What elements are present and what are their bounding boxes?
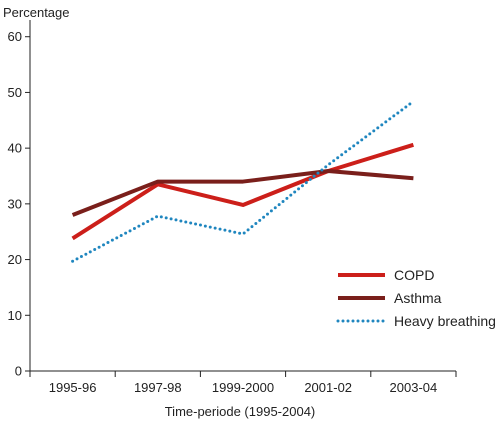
y-tick-label: 10	[8, 308, 22, 323]
series-lines	[71, 99, 415, 263]
x-tick-label: 1997-98	[134, 380, 182, 395]
legend-label-heavy-breathing: Heavy breathing	[394, 313, 496, 329]
x-tick-label: 2003-04	[390, 380, 438, 395]
x-axis-ticks: 1995-96 1997-98 1999-2000 2001-02 2003-04	[29, 371, 457, 395]
legend-label-asthma: Asthma	[394, 290, 442, 306]
y-tick-label: 0	[15, 364, 22, 379]
y-tick-label: 30	[8, 196, 22, 211]
x-tick-label: 1995-96	[49, 380, 97, 395]
x-tick-label: 2001-02	[304, 380, 352, 395]
y-tick-label: 50	[8, 85, 22, 100]
series-line-copd	[71, 142, 414, 241]
y-tick-label: 60	[8, 29, 22, 44]
y-axis-label: Percentage	[3, 5, 70, 20]
series-line-asthma	[71, 168, 414, 217]
x-axis-label: Time-periode (1995-2004)	[165, 404, 316, 419]
x-tick-label: 1999-2000	[212, 380, 274, 395]
y-tick-label: 40	[8, 141, 22, 156]
series-line-heavy-breathing	[71, 99, 415, 263]
legend-label-copd: COPD	[394, 267, 434, 283]
y-axis-ticks: 0 10 20 30 40 50 60	[8, 29, 30, 379]
legend: COPD Asthma Heavy breathing	[336, 267, 496, 329]
y-tick-label: 20	[8, 252, 22, 267]
